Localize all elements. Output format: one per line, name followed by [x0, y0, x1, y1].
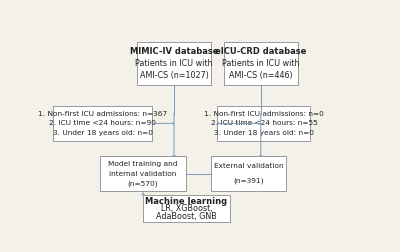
Text: AMI-CS (n=1027): AMI-CS (n=1027) [140, 71, 208, 80]
Text: 3. Under 18 years old: n=0: 3. Under 18 years old: n=0 [53, 130, 153, 136]
Text: External validation: External validation [214, 164, 283, 170]
Text: LR, XGBoost,: LR, XGBoost, [160, 204, 212, 213]
Text: 1. Non-first ICU admissions: n=0: 1. Non-first ICU admissions: n=0 [204, 111, 324, 117]
Text: 1. Non-first ICU admissions: n=367: 1. Non-first ICU admissions: n=367 [38, 111, 167, 117]
Text: 3. Under 18 years old: n=0: 3. Under 18 years old: n=0 [214, 130, 314, 136]
Text: MIMIC-IV database: MIMIC-IV database [130, 47, 218, 56]
FancyBboxPatch shape [100, 156, 186, 191]
Text: Patients in ICU with: Patients in ICU with [135, 59, 213, 68]
FancyBboxPatch shape [224, 42, 298, 85]
Text: 2. ICU time <24 hours: n=90: 2. ICU time <24 hours: n=90 [49, 120, 156, 127]
Text: internal validation: internal validation [109, 171, 177, 177]
FancyBboxPatch shape [143, 195, 230, 222]
FancyBboxPatch shape [137, 42, 211, 85]
Text: Patients in ICU with: Patients in ICU with [222, 59, 300, 68]
Text: AMI-CS (n=446): AMI-CS (n=446) [229, 71, 293, 80]
Text: (n=391): (n=391) [233, 178, 264, 184]
Text: (n=570): (n=570) [128, 180, 158, 187]
Text: eICU-CRD database: eICU-CRD database [215, 47, 306, 56]
FancyBboxPatch shape [53, 106, 152, 141]
FancyBboxPatch shape [218, 106, 310, 141]
Text: Machine learning: Machine learning [145, 197, 228, 206]
FancyBboxPatch shape [211, 156, 286, 191]
Text: AdaBoost, GNB: AdaBoost, GNB [156, 212, 217, 221]
Text: Model training and: Model training and [108, 161, 178, 167]
Text: 2. ICU time <24 hours: n=55: 2. ICU time <24 hours: n=55 [210, 120, 317, 127]
